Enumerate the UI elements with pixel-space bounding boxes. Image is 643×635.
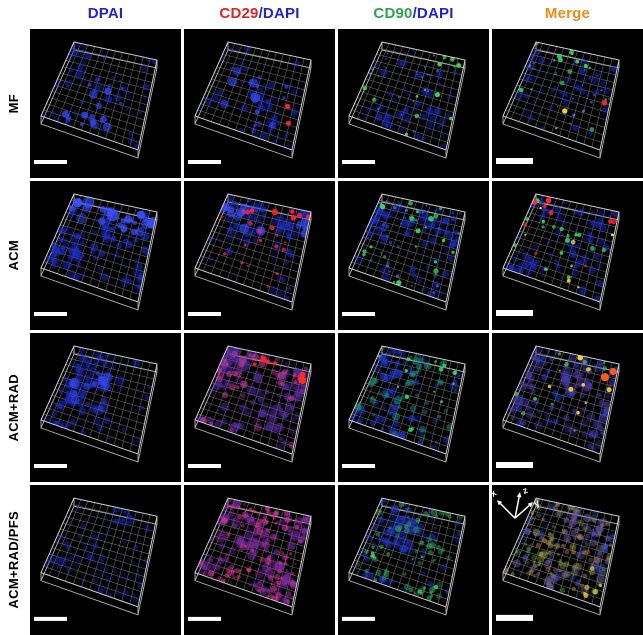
- cell-acm-rad-pfs-cd90-dapi: [338, 485, 489, 635]
- scale-bar: [188, 464, 221, 468]
- cell-mf-cd29-dapi: [184, 29, 335, 178]
- row-label-acm-rad-pfs: ACM+RAD/PFS: [0, 485, 27, 635]
- scale-bar: [188, 312, 221, 316]
- column-header-cd29-dapi: CD29/DAPI: [184, 0, 335, 26]
- svg-text:x: x: [492, 488, 498, 499]
- cell-acm-rad-pfs-cd29-dapi: [184, 485, 335, 635]
- label-cd90: CD90: [373, 4, 413, 22]
- cell-acm-merge: [492, 181, 643, 330]
- column-header-merge: Merge: [492, 0, 643, 26]
- scale-bar: [342, 160, 375, 164]
- scale-bar: [34, 312, 67, 316]
- svg-text:y: y: [532, 498, 541, 509]
- scale-bar: [342, 312, 375, 316]
- label-cd29-dapi-suffix: /DAPI: [258, 4, 300, 22]
- column-header-dpai: DPAI: [30, 0, 181, 26]
- cell-acm-rad-pfs-merge: z x y: [492, 485, 643, 635]
- cell-acm-rad-pfs-dpai: [30, 485, 181, 635]
- row-label-mf: MF: [0, 29, 27, 178]
- scale-bar: [342, 616, 375, 621]
- label-merge: Merge: [544, 4, 591, 22]
- scale-bar: [496, 158, 533, 164]
- cell-acm-rad-merge: [492, 333, 643, 482]
- label-cd90-dapi-suffix: /DAPI: [412, 4, 454, 22]
- cell-acm-rad-dpai: [30, 333, 181, 482]
- scale-bar: [496, 614, 533, 621]
- scale-bar: [496, 462, 533, 468]
- cell-acm-rad-cd29-dapi: [184, 333, 335, 482]
- scale-bar: [496, 310, 533, 316]
- cell-mf-cd90-dapi: [338, 29, 489, 178]
- cell-mf-merge: [492, 29, 643, 178]
- label-cd29: CD29: [219, 4, 259, 22]
- scale-bar: [188, 160, 221, 164]
- scale-bar: [34, 160, 67, 164]
- scale-bar: [342, 464, 375, 468]
- scale-bar: [188, 616, 221, 621]
- corner-spacer: [0, 0, 27, 26]
- scale-bar: [34, 616, 67, 621]
- scale-bar: [34, 464, 67, 468]
- cell-acm-dpai: [30, 181, 181, 330]
- row-label-acm-rad: ACM+RAD: [0, 333, 27, 482]
- cell-acm-rad-cd90-dapi: [338, 333, 489, 482]
- column-header-cd90-dapi: CD90/DAPI: [338, 0, 489, 26]
- label-dpai: DPAI: [87, 4, 124, 22]
- svg-text:z: z: [521, 485, 529, 496]
- cell-acm-cd29-dapi: [184, 181, 335, 330]
- row-label-acm: ACM: [0, 181, 27, 330]
- cell-mf-dpai: [30, 29, 181, 178]
- cell-acm-cd90-dapi: [338, 181, 489, 330]
